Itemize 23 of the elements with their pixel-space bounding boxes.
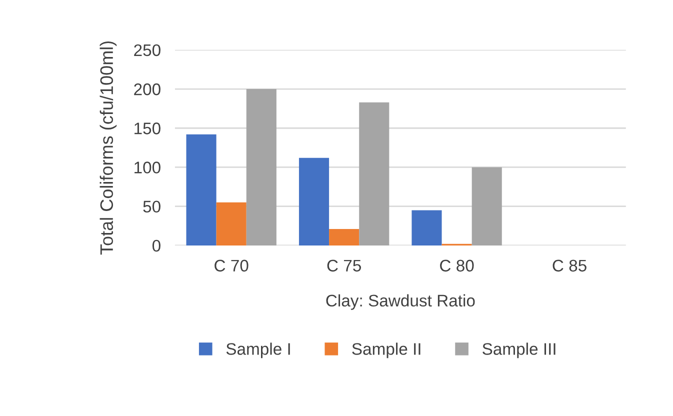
- bar: [298, 158, 330, 246]
- x-axis-title: Clay: Sawdust Ratio: [326, 294, 475, 310]
- bar: [472, 167, 502, 246]
- legend-label: Sample II: [352, 342, 420, 358]
- x-tick-label: C 75: [327, 260, 361, 272]
- bar: [359, 102, 390, 246]
- legend-label: Sample I: [226, 342, 290, 358]
- bar: [246, 89, 276, 246]
- y-tick-label: 200: [134, 83, 160, 96]
- y-tick-label: 150: [134, 122, 160, 134]
- bar: [186, 134, 216, 246]
- y-tick-label: 250: [134, 44, 160, 56]
- legend-label: Sample III: [482, 342, 556, 358]
- x-tick-label: C 85: [552, 260, 586, 272]
- y-axis-title: Total Coliforms (cfu/100ml): [100, 41, 117, 255]
- x-tick-label: C 70: [214, 260, 248, 272]
- bar: [216, 202, 246, 246]
- bar: [412, 210, 442, 246]
- y-tick-label: 50: [143, 200, 160, 213]
- x-tick-label: C 80: [440, 260, 474, 272]
- y-tick-label: 0: [152, 240, 160, 252]
- bar: [329, 229, 360, 246]
- y-tick-label: 100: [134, 162, 160, 174]
